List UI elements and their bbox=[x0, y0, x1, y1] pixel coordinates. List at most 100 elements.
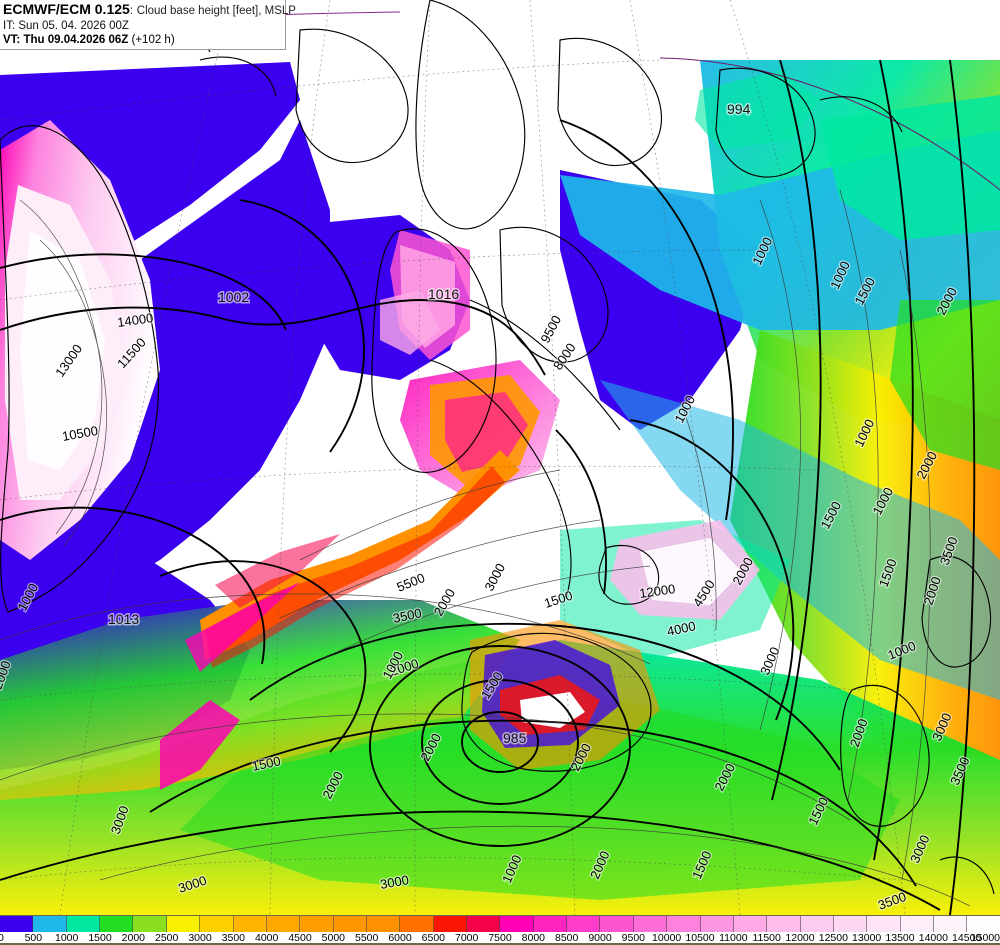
colorbar-segment bbox=[900, 916, 935, 932]
cloudbase-contour-label: 3000 bbox=[379, 872, 410, 892]
colorbar-strip bbox=[0, 916, 1000, 932]
colorbar-tick: 8000 bbox=[521, 932, 546, 944]
colorbar-segment bbox=[433, 916, 468, 932]
cloudbase-contour-label: 12000 bbox=[638, 581, 676, 601]
colorbar-tick: 2000 bbox=[121, 932, 146, 944]
colorbar-tick: 11500 bbox=[752, 932, 781, 944]
colorbar-segment bbox=[400, 916, 434, 932]
cloudbase-contour-label: 3000 bbox=[379, 872, 410, 892]
cloudbase-contour-label: 3500 bbox=[392, 605, 423, 626]
colorbar-tick: 4000 bbox=[254, 932, 279, 944]
colorbar-tick: 7000 bbox=[454, 932, 479, 944]
colorbar-segment bbox=[967, 916, 1000, 932]
valid-time-line: VT: Thu 09.04.2026 06Z (+102 h) bbox=[3, 33, 282, 47]
colorbar-tick: 13500 bbox=[885, 932, 915, 944]
cloudbase-field-norway-ridge bbox=[160, 450, 520, 790]
colorbar-segment bbox=[867, 916, 901, 932]
parameter-name: Cloud base height [feet], MSLP bbox=[136, 5, 296, 17]
colorbar-tick: 3000 bbox=[188, 932, 212, 944]
cloudbase-contour-label: 1500 bbox=[251, 753, 282, 774]
colorbar-tick: 6500 bbox=[421, 932, 446, 944]
mslp-isobar-label: 1013 bbox=[108, 611, 139, 627]
colorbar-segment bbox=[733, 916, 768, 932]
colorbar-tick: 9000 bbox=[588, 932, 612, 944]
colorbar-tick: 1500 bbox=[88, 932, 112, 944]
cloudbase-contour-label: 14000 bbox=[116, 310, 154, 330]
colorbar-segment bbox=[767, 916, 801, 932]
mslp-isobar-label: 1016 bbox=[428, 286, 459, 302]
mslp-isobars bbox=[0, 59, 976, 915]
colorbar-segment bbox=[66, 916, 101, 932]
colorbar-segment bbox=[300, 916, 334, 932]
init-time: IT: Sun 05. 04. 2026 00Z bbox=[3, 20, 129, 32]
colorbar-segment bbox=[133, 916, 167, 932]
colorbar-tick: 8500 bbox=[554, 932, 579, 944]
colorbar-segment bbox=[33, 916, 67, 932]
colorbar-segment bbox=[667, 916, 701, 932]
colorbar-tick: 14500 bbox=[952, 932, 982, 944]
colorbar-tick: 11000 bbox=[719, 932, 748, 944]
colorbar-tick: 3500 bbox=[221, 932, 246, 944]
colorbar-segment bbox=[100, 916, 134, 932]
colorbar-segment bbox=[800, 916, 834, 932]
colorbar-tick: 500 bbox=[24, 932, 43, 944]
model-name: ECMWF/ECM 0.125 bbox=[3, 1, 130, 17]
cloudbase-contour-label: 12000 bbox=[638, 581, 676, 601]
colorbar-tick: 5000 bbox=[321, 932, 346, 944]
colorbar-segment bbox=[333, 916, 367, 932]
colorbar-tick: 0 bbox=[0, 932, 4, 944]
colorbar-segment bbox=[533, 916, 568, 932]
colorbar-segment bbox=[934, 916, 968, 932]
colorbar: 0 500 1000 1500 2000 2500 3000 3500 4000 4500 5000… bbox=[0, 915, 1000, 945]
colorbar-segment bbox=[233, 916, 267, 932]
colorbar-tick-labels: 0 500 1000 1500 2000 2500 3000 3500 4000 4500 5000… bbox=[0, 932, 1000, 945]
colorbar-tick: 14000 bbox=[918, 932, 948, 944]
colorbar-tick: 12000 bbox=[785, 932, 815, 944]
mslp-isobar-label: 994 bbox=[727, 101, 751, 117]
mslp-isobar-label: 1013 bbox=[108, 611, 139, 627]
mslp-isobar-label: 985 bbox=[503, 730, 527, 746]
colorbar-tick: 12500 bbox=[818, 932, 848, 944]
header-title-line: ECMWF/ECM 0.125: Cloud base height [feet… bbox=[3, 1, 296, 19]
mslp-isobar-label: 1016 bbox=[428, 286, 459, 302]
mslp-isobar-label: 994 bbox=[727, 101, 751, 117]
header-info-box: ECMWF/ECM 0.125: Cloud base height [feet… bbox=[0, 0, 296, 50]
colorbar-segment bbox=[700, 916, 734, 932]
colorbar-tick: 4500 bbox=[288, 932, 312, 944]
colorbar-segment bbox=[200, 916, 234, 932]
cloudbase-contours bbox=[0, 189, 971, 907]
coastlines bbox=[0, 0, 995, 895]
colorbar-segment bbox=[500, 916, 534, 932]
colorbar-segment bbox=[366, 916, 401, 932]
cloudbase-contour-label: 14000 bbox=[116, 310, 154, 330]
cloudbase-contour-label: 10500 bbox=[61, 423, 99, 444]
colorbar-tick: 7500 bbox=[488, 932, 512, 944]
colorbar-segment bbox=[633, 916, 668, 932]
cloudbase-contour-label: 4000 bbox=[666, 618, 697, 639]
title-separator: : bbox=[129, 5, 134, 17]
colorbar-segment bbox=[567, 916, 601, 932]
colorbar-segment bbox=[600, 916, 634, 932]
colorbar-tick: 10500 bbox=[685, 932, 715, 944]
colorbar-segment bbox=[467, 916, 501, 932]
mslp-isobar-label: 1002 bbox=[218, 289, 249, 305]
colorbar-tick: 9500 bbox=[621, 932, 646, 944]
mslp-isobar-label: 985 bbox=[503, 730, 527, 746]
colorbar-segment bbox=[266, 916, 301, 932]
colorbar-tick: 1000 bbox=[54, 932, 79, 944]
colorbar-tick: 13000 bbox=[852, 932, 882, 944]
domain-boundary bbox=[659, 57, 1000, 191]
lead-time: (+102 h) bbox=[131, 34, 175, 46]
map-canvas[interactable]: 14000 14000 13000 13000 11500 11500 10500 10500… bbox=[0, 0, 1000, 915]
cloudbase-contour-label: 4000 bbox=[666, 618, 697, 639]
mslp-isobar-label: 1002 bbox=[218, 289, 249, 305]
colorbar-tick: 6000 bbox=[388, 932, 412, 944]
colorbar-tick: 10000 bbox=[652, 932, 682, 944]
colorbar-tick: 2500 bbox=[154, 932, 179, 944]
colorbar-tick: 15000 bbox=[970, 932, 1000, 944]
colorbar-segment bbox=[0, 916, 34, 932]
colorbar-segment bbox=[833, 916, 868, 932]
